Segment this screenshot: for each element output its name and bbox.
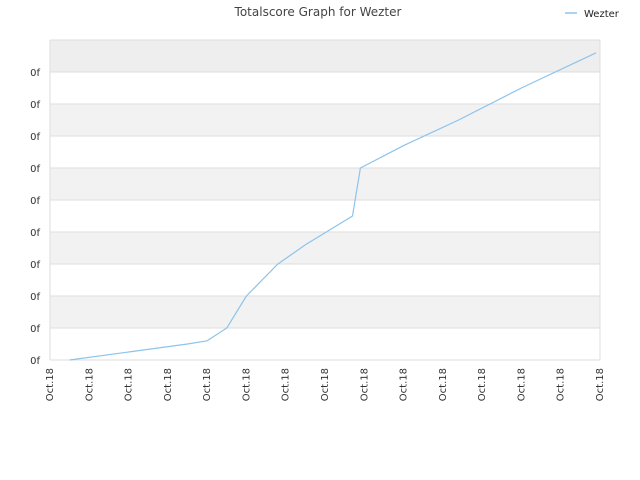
y-tick-label: 0f bbox=[30, 228, 40, 239]
y-tick-label: 0f bbox=[30, 100, 40, 111]
y-tick-label: 0f bbox=[30, 68, 40, 79]
plot-band bbox=[50, 72, 600, 104]
gridlines bbox=[50, 39, 600, 361]
series-line-wezter bbox=[69, 52, 597, 361]
x-tick-label: Oct.18 bbox=[556, 368, 567, 401]
chart-title: Totalscore Graph for Wezter bbox=[234, 5, 402, 19]
plot-band bbox=[50, 104, 600, 136]
y-tick-label: 0f bbox=[30, 164, 40, 175]
plot-background-bands bbox=[50, 40, 600, 360]
series-layer bbox=[69, 52, 597, 361]
x-tick-label: Oct.18 bbox=[438, 368, 449, 401]
plot-band bbox=[50, 136, 600, 168]
x-tick-label: Oct.18 bbox=[399, 368, 410, 401]
plot-band bbox=[50, 200, 600, 232]
x-axis-tick-labels: Oct.18 Oct.18 Oct.18 Oct.18 Oct.18 Oct.18 Oct.… bbox=[45, 368, 606, 401]
plot-band bbox=[50, 40, 600, 72]
plot-band bbox=[50, 296, 600, 328]
plot-band bbox=[50, 328, 600, 360]
x-tick-label: Oct.18 bbox=[595, 368, 606, 401]
x-tick-label: Oct.18 bbox=[320, 368, 331, 401]
x-tick-label: Oct.18 bbox=[45, 368, 56, 401]
y-tick-label: 0f bbox=[30, 292, 40, 303]
plot-band bbox=[50, 232, 600, 264]
x-tick-label: Oct.18 bbox=[359, 368, 370, 401]
y-tick-label: 0f bbox=[30, 132, 40, 143]
x-tick-label: Oct.18 bbox=[241, 368, 252, 401]
y-tick-label: 0f bbox=[30, 356, 40, 367]
axes bbox=[49, 40, 601, 361]
legend: Wezter bbox=[565, 9, 620, 20]
plot-band bbox=[50, 264, 600, 296]
y-axis-tick-labels: 0f 0f 0f 0f 0f 0f 0f 0f 0f 0f bbox=[30, 68, 40, 367]
x-tick-label: Oct.18 bbox=[281, 368, 292, 401]
x-tick-label: Oct.18 bbox=[84, 368, 95, 401]
x-tick-label: Oct.18 bbox=[163, 368, 174, 401]
x-tick-label: Oct.18 bbox=[202, 368, 213, 401]
plot-band bbox=[50, 168, 600, 200]
y-tick-label: 0f bbox=[30, 260, 40, 271]
x-tick-label: Oct.18 bbox=[477, 368, 488, 401]
x-tick-label: Oct.18 bbox=[124, 368, 135, 401]
legend-label-wezter: Wezter bbox=[584, 9, 620, 20]
y-tick-label: 0f bbox=[30, 324, 40, 335]
y-tick-label: 0f bbox=[30, 196, 40, 207]
x-tick-label: Oct.18 bbox=[516, 368, 527, 401]
